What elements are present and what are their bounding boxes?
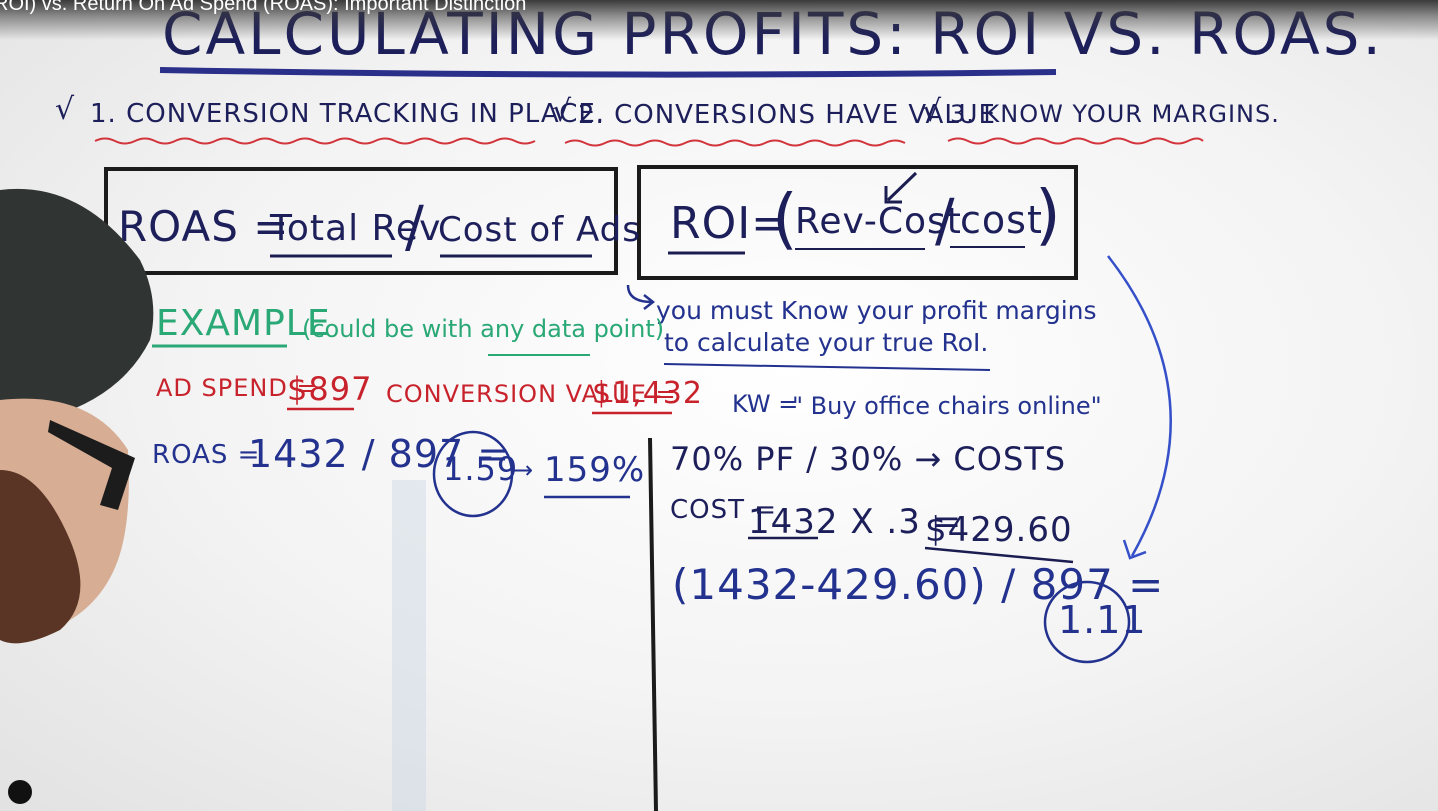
roi-calc-expr: (1432-429.60) / 897 = — [672, 560, 1165, 609]
checklist-item-3: 3. KNOW YOUR MARGINS. — [950, 100, 1280, 128]
checklist-item-1: 1. CONVERSION TRACKING IN PLACE. — [90, 99, 606, 129]
roas-formula-denominator: Cost of Ads — [438, 210, 641, 250]
roi-formula-close-paren: ) — [1035, 176, 1062, 253]
roas-formula-slash: / — [405, 195, 425, 260]
roi-note-line-1: you must Know your profit margins — [656, 296, 1097, 325]
keyword-label: KW = — [732, 390, 799, 418]
check-mark-2: √ — [552, 94, 573, 129]
roas-calc-percent: 159% — [544, 450, 646, 490]
roi-formula-denominator: cost — [960, 198, 1043, 242]
roas-calc-label: ROAS = — [152, 440, 261, 470]
roi-formula-open-paren: ( — [772, 180, 799, 257]
video-title[interactable]: ROI) vs. Return On Ad Spend (ROAS): Impo… — [0, 0, 527, 15]
conversion-value-label: CONVERSION VALUE = — [386, 380, 677, 408]
roi-formula-lhs: ROI= — [670, 198, 790, 249]
checklist-item-2: 2. CONVERSIONS HAVE VALUE — [578, 100, 996, 130]
cost-calc-expr: 1432 X .3 = — [748, 502, 963, 542]
example-label: EXAMPLE — [156, 303, 331, 344]
ad-spend-value: $897 — [287, 370, 373, 408]
margin-split: 70% PF / 30% → COSTS — [670, 440, 1067, 478]
example-note: (could be with any data point) — [302, 315, 665, 343]
conversion-value-value: $1,432 — [592, 376, 703, 411]
keyword-value: " Buy office chairs online" — [792, 392, 1102, 420]
check-mark-3: √ — [922, 94, 943, 129]
cost-calc-result: $429.60 — [925, 510, 1073, 550]
roas-formula-lhs: ROAS = — [118, 202, 290, 251]
roas-calc-expr: 1432 / 897 = — [248, 432, 511, 476]
cost-calc-label: COST = — [670, 495, 778, 525]
roas-calc-result: 1.59 — [443, 450, 519, 488]
roi-note-line-2: to calculate your true RoI. — [664, 328, 989, 357]
roas-formula-numerator: Total Rev — [270, 208, 442, 249]
ad-spend-label: AD SPEND = — [156, 374, 318, 402]
roi-formula-expr: Rev-Cost — [795, 201, 962, 242]
video-title-bar[interactable]: ROI) vs. Return On Ad Spend (ROAS): Impo… — [0, 0, 1438, 40]
presenter — [0, 188, 154, 804]
roas-calc-arrow: → — [513, 456, 535, 484]
check-mark-1: √ — [55, 92, 76, 127]
roi-calc-result: 1.11 — [1058, 598, 1147, 642]
roi-formula-slash: / — [935, 186, 956, 254]
